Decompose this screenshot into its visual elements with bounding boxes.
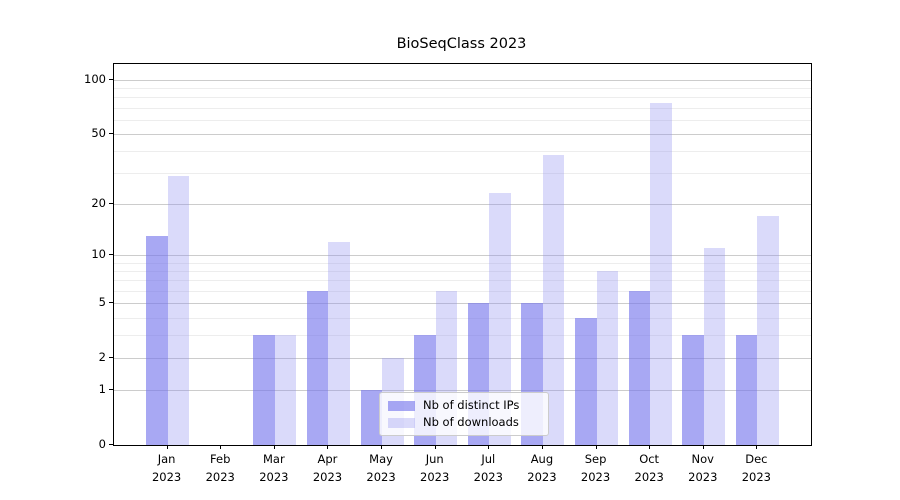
gridline-minor (114, 335, 811, 337)
y-tick-label: 5 (98, 295, 106, 310)
x-tick (327, 445, 329, 449)
x-tick (541, 445, 543, 449)
x-tick-label: Dec 2023 (741, 452, 772, 484)
x-tick-label: Nov 2023 (688, 452, 718, 484)
gridline-minor (114, 87, 811, 89)
gridline-major (114, 79, 811, 81)
bar-jan-s0 (146, 236, 168, 445)
x-tick-label: Feb 2023 (205, 452, 235, 484)
legend-item: Nb of downloads (380, 416, 548, 429)
gridline-minor (114, 97, 811, 99)
y-tick-label: 10 (91, 247, 106, 262)
x-tick (381, 445, 383, 449)
bar-nov-s1 (703, 248, 726, 445)
gridline-minor (114, 173, 811, 175)
y-tick-label: 2 (98, 350, 106, 365)
y-tick-label: 1 (98, 382, 106, 397)
chart-title: BioSeqClass 2023 (396, 36, 527, 52)
bar-apr-s1 (328, 241, 350, 445)
gridline-minor (114, 280, 811, 282)
bar-apr-s0 (307, 290, 329, 445)
gridline-major (114, 358, 811, 360)
gridline-major (114, 390, 811, 392)
gridline-minor (114, 150, 811, 152)
x-tick (702, 445, 704, 449)
x-tick-label: Sep 2023 (580, 452, 611, 484)
gridline-minor (114, 271, 811, 273)
gridline-major (114, 133, 811, 135)
gridline-major (114, 303, 811, 305)
y-tick-label: 0 (98, 437, 106, 451)
gridline-minor (114, 262, 811, 264)
bar-mar-s0 (253, 335, 275, 445)
bar-jul-s1 (489, 193, 511, 445)
legend-swatch-distinct-ips (388, 400, 415, 411)
x-tick (220, 445, 222, 449)
legend-swatch-downloads (388, 417, 415, 428)
x-tick-label: Jun 2023 (420, 452, 450, 484)
bar-oct-s0 (628, 290, 651, 445)
y-tick (109, 444, 113, 445)
bar-aug-s1 (542, 154, 565, 445)
x-tick-label: Jan 2023 (151, 452, 182, 484)
y-tick (109, 254, 113, 256)
gridline-minor (114, 290, 811, 292)
y-tick (109, 132, 113, 134)
x-tick-label: Apr 2023 (312, 452, 343, 484)
y-tick (109, 302, 113, 304)
y-tick (109, 357, 113, 359)
x-tick (434, 445, 436, 449)
bar-nov-s0 (682, 335, 704, 445)
x-tick (756, 445, 758, 449)
bar-dec-s0 (735, 335, 758, 445)
gridline-minor (114, 119, 811, 121)
x-tick-label: Mar 2023 (259, 452, 289, 484)
x-tick (166, 445, 168, 449)
x-tick-label: Aug 2023 (527, 452, 557, 484)
gridline-minor (114, 317, 811, 319)
x-tick-label: Oct 2023 (634, 452, 664, 484)
legend-label: Nb of distinct IPs (423, 398, 520, 412)
x-tick-label: May 2023 (366, 452, 396, 484)
y-tick (109, 389, 113, 391)
x-tick (649, 445, 651, 449)
legend-item: Nb of distinct IPs (380, 399, 548, 412)
legend: Nb of distinct IPs Nb of downloads (379, 392, 549, 436)
y-tick-label: 20 (91, 195, 106, 210)
bar-sep-s0 (575, 317, 597, 445)
bar-may-s0 (360, 390, 383, 445)
bar-jan-s1 (167, 175, 190, 445)
x-tick-label: Jul 2023 (473, 452, 503, 484)
y-tick-label: 50 (91, 125, 106, 140)
gridline-major (114, 203, 811, 205)
y-tick (109, 202, 113, 204)
y-tick-label: 100 (84, 71, 106, 86)
bar-sep-s1 (596, 271, 618, 445)
x-tick (488, 445, 490, 449)
y-tick (109, 78, 113, 80)
bar-mar-s1 (274, 335, 297, 445)
bar-dec-s1 (757, 216, 779, 445)
bar-oct-s1 (650, 103, 672, 445)
plot-area (113, 63, 812, 446)
legend-label: Nb of downloads (423, 415, 519, 429)
gridline-minor (114, 107, 811, 109)
x-tick (595, 445, 597, 449)
gridline-major (114, 255, 811, 257)
x-tick (273, 445, 275, 449)
